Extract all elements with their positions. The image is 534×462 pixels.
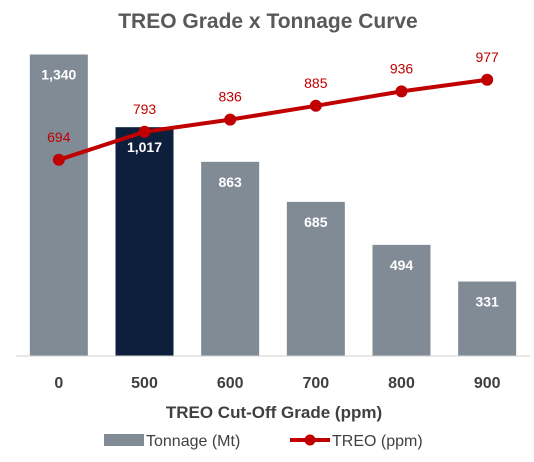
treo-value-label: 977	[475, 49, 499, 65]
treo-value-label: 936	[390, 60, 414, 76]
chart-title: TREO Grade x Tonnage Curve	[118, 10, 418, 33]
treo-point-500	[138, 125, 151, 138]
legend-bar-label: Tonnage (Mt)	[146, 433, 240, 450]
bar-value-label: 685	[304, 214, 328, 230]
x-tick-label: 700	[302, 375, 329, 392]
treo-value-label: 836	[218, 89, 242, 105]
x-tick-labels: 0 500 600 700 800 900	[54, 375, 500, 392]
x-tick-label: 900	[474, 375, 501, 392]
line-series: 694 793 836 885 936 977	[47, 49, 499, 166]
legend: Tonnage (Mt) TREO (ppm)	[104, 433, 423, 450]
bar-600	[201, 161, 260, 356]
x-tick-label: 500	[131, 375, 158, 392]
bar-value-label: 494	[390, 257, 414, 273]
x-tick-label: 800	[388, 375, 415, 392]
bar-value-label: 1,340	[41, 67, 76, 83]
bar-value-label: 331	[475, 294, 499, 310]
treo-value-label: 793	[133, 101, 157, 117]
bar-900	[458, 281, 517, 356]
legend-line-marker	[304, 434, 316, 446]
bar-500	[115, 127, 174, 356]
treo-point-900	[481, 73, 494, 86]
bar-0	[29, 54, 88, 356]
treo-point-0	[52, 153, 65, 166]
treo-value-label: 694	[47, 129, 71, 145]
treo-point-700	[309, 99, 322, 112]
treo-value-label: 885	[304, 75, 328, 91]
bar-800	[372, 244, 431, 356]
treo-point-600	[224, 113, 237, 126]
treo-point-800	[395, 85, 408, 98]
x-tick-label: 600	[217, 375, 244, 392]
bar-value-label: 1,017	[127, 139, 162, 155]
bar-value-label: 863	[218, 174, 242, 190]
legend-bar-swatch	[104, 434, 144, 446]
x-tick-label: 0	[54, 375, 63, 392]
bar-700	[286, 201, 345, 356]
treo-line	[58, 77, 488, 162]
bar-series: 1,340 1,017 863 685 494 331	[29, 54, 517, 356]
x-axis-label: TREO Cut-Off Grade (ppm)	[166, 403, 382, 422]
legend-line-label: TREO (ppm)	[332, 433, 423, 450]
